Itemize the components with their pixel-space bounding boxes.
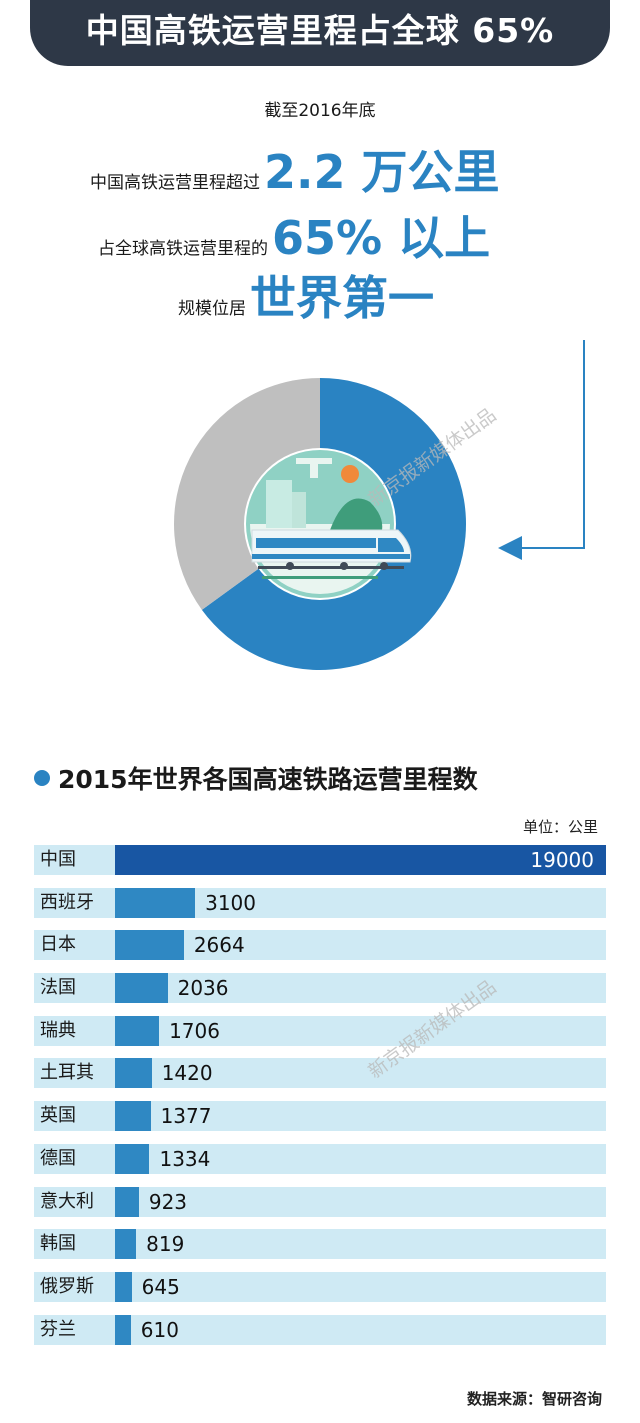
bar-row: 意大利 923 bbox=[34, 1186, 606, 1217]
bar bbox=[115, 1186, 139, 1217]
bar-row: 西班牙 3100 bbox=[34, 887, 606, 918]
title-bullet-icon bbox=[34, 770, 50, 786]
bar-value-label: 645 bbox=[141, 1274, 180, 1299]
bar bbox=[115, 887, 196, 918]
summary-rank-label: 规模位居 bbox=[178, 299, 246, 319]
bar-category-label: 芬兰 bbox=[40, 1318, 76, 1340]
data-source: 数据来源：智研咨询 bbox=[466, 1390, 602, 1408]
pie-slice-rest-of-world bbox=[173, 378, 320, 610]
summary-date: 截至2016年底 bbox=[264, 101, 376, 121]
connector-arrowhead bbox=[498, 536, 522, 560]
summary-share-value: 65% 以上 bbox=[272, 211, 491, 265]
bar-value-label: 819 bbox=[146, 1232, 185, 1257]
bar-category-label: 德国 bbox=[40, 1147, 76, 1169]
header-banner bbox=[30, 0, 610, 66]
bar bbox=[115, 973, 168, 1004]
bar bbox=[115, 930, 184, 961]
bar-value-label: 19000 bbox=[530, 848, 594, 872]
bar bbox=[115, 1058, 152, 1089]
summary-mileage-label: 中国高铁运营里程超过 bbox=[90, 173, 260, 193]
bar-row: 法国 2036 bbox=[34, 973, 606, 1004]
bar bbox=[115, 1101, 151, 1132]
bar-row: 俄罗斯 645 bbox=[34, 1271, 606, 1302]
bar bbox=[115, 1314, 131, 1345]
bar-category-label: 土耳其 bbox=[40, 1062, 94, 1084]
bar-category-label: 英国 bbox=[40, 1105, 76, 1127]
bar-value-label: 923 bbox=[148, 1189, 188, 1214]
page-title: 中国高铁运营里程占全球 65% bbox=[85, 11, 555, 50]
bar-category-label: 西班牙 bbox=[40, 891, 94, 913]
bar-category-label: 瑞典 bbox=[40, 1019, 76, 1041]
bar-category-label: 韩国 bbox=[40, 1233, 76, 1255]
bar-value-label: 2036 bbox=[177, 976, 229, 1001]
bar-row: 英国 1377 bbox=[34, 1101, 606, 1132]
bar bbox=[115, 1271, 132, 1302]
bar-category-label: 日本 bbox=[40, 934, 76, 956]
bar-chart-title-text: 2015年世界各国高速铁路运营里程数 bbox=[58, 765, 478, 794]
bar-row: 瑞典 1706 bbox=[34, 1015, 606, 1046]
summary-mileage-value: 2.2 万公里 bbox=[264, 145, 500, 199]
bar bbox=[115, 1143, 150, 1174]
share-pie-chart bbox=[173, 340, 585, 670]
bar-row: 芬兰 610 bbox=[34, 1314, 606, 1345]
bar bbox=[115, 1015, 160, 1046]
bar-row: 日本 2664 bbox=[34, 930, 606, 961]
bar-row: 韩国 819 bbox=[34, 1229, 606, 1260]
summary-share-label: 占全球高铁运营里程的 bbox=[98, 239, 268, 259]
bar-value-label: 1377 bbox=[160, 1104, 212, 1129]
bar-value-label: 2664 bbox=[193, 933, 245, 958]
summary-rank-value: 世界第一 bbox=[250, 271, 434, 325]
bar bbox=[115, 845, 606, 875]
summary-line-mileage: 中国高铁运营里程超过2.2 万公里 bbox=[90, 136, 500, 202]
bar-value-label: 1334 bbox=[159, 1146, 211, 1171]
bar-category-label: 法国 bbox=[40, 977, 76, 999]
bar-category-label: 俄罗斯 bbox=[40, 1275, 94, 1297]
bar-row: 中国 19000 bbox=[34, 845, 606, 875]
unit-label: 单位：公里 bbox=[522, 818, 598, 836]
connector-arrow-line bbox=[520, 340, 585, 549]
bar-value-label: 1420 bbox=[161, 1061, 213, 1086]
bar-chart-title: 2015年世界各国高速铁路运营里程数 bbox=[34, 760, 478, 796]
bar-value-label: 1706 bbox=[169, 1018, 220, 1043]
bar-category-label: 意大利 bbox=[40, 1190, 94, 1212]
bar-chart: 中国 19000 西班牙 3100 日本 2664 法国 2036 瑞典 1706 土耳其 1420 英… bbox=[34, 845, 606, 1357]
train-illustration-icon bbox=[244, 448, 412, 600]
bar-value-label: 3100 bbox=[205, 890, 257, 915]
bar-category-label: 中国 bbox=[40, 849, 76, 870]
summary-line-share: 占全球高铁运营里程的65% 以上 bbox=[98, 202, 490, 268]
bar bbox=[115, 1229, 137, 1260]
bar-value-label: 610 bbox=[140, 1317, 179, 1342]
bar-row: 土耳其 1420 bbox=[34, 1058, 606, 1089]
summary-line-rank: 规模位居世界第一 bbox=[178, 262, 434, 328]
bar-row: 德国 1334 bbox=[34, 1143, 606, 1174]
